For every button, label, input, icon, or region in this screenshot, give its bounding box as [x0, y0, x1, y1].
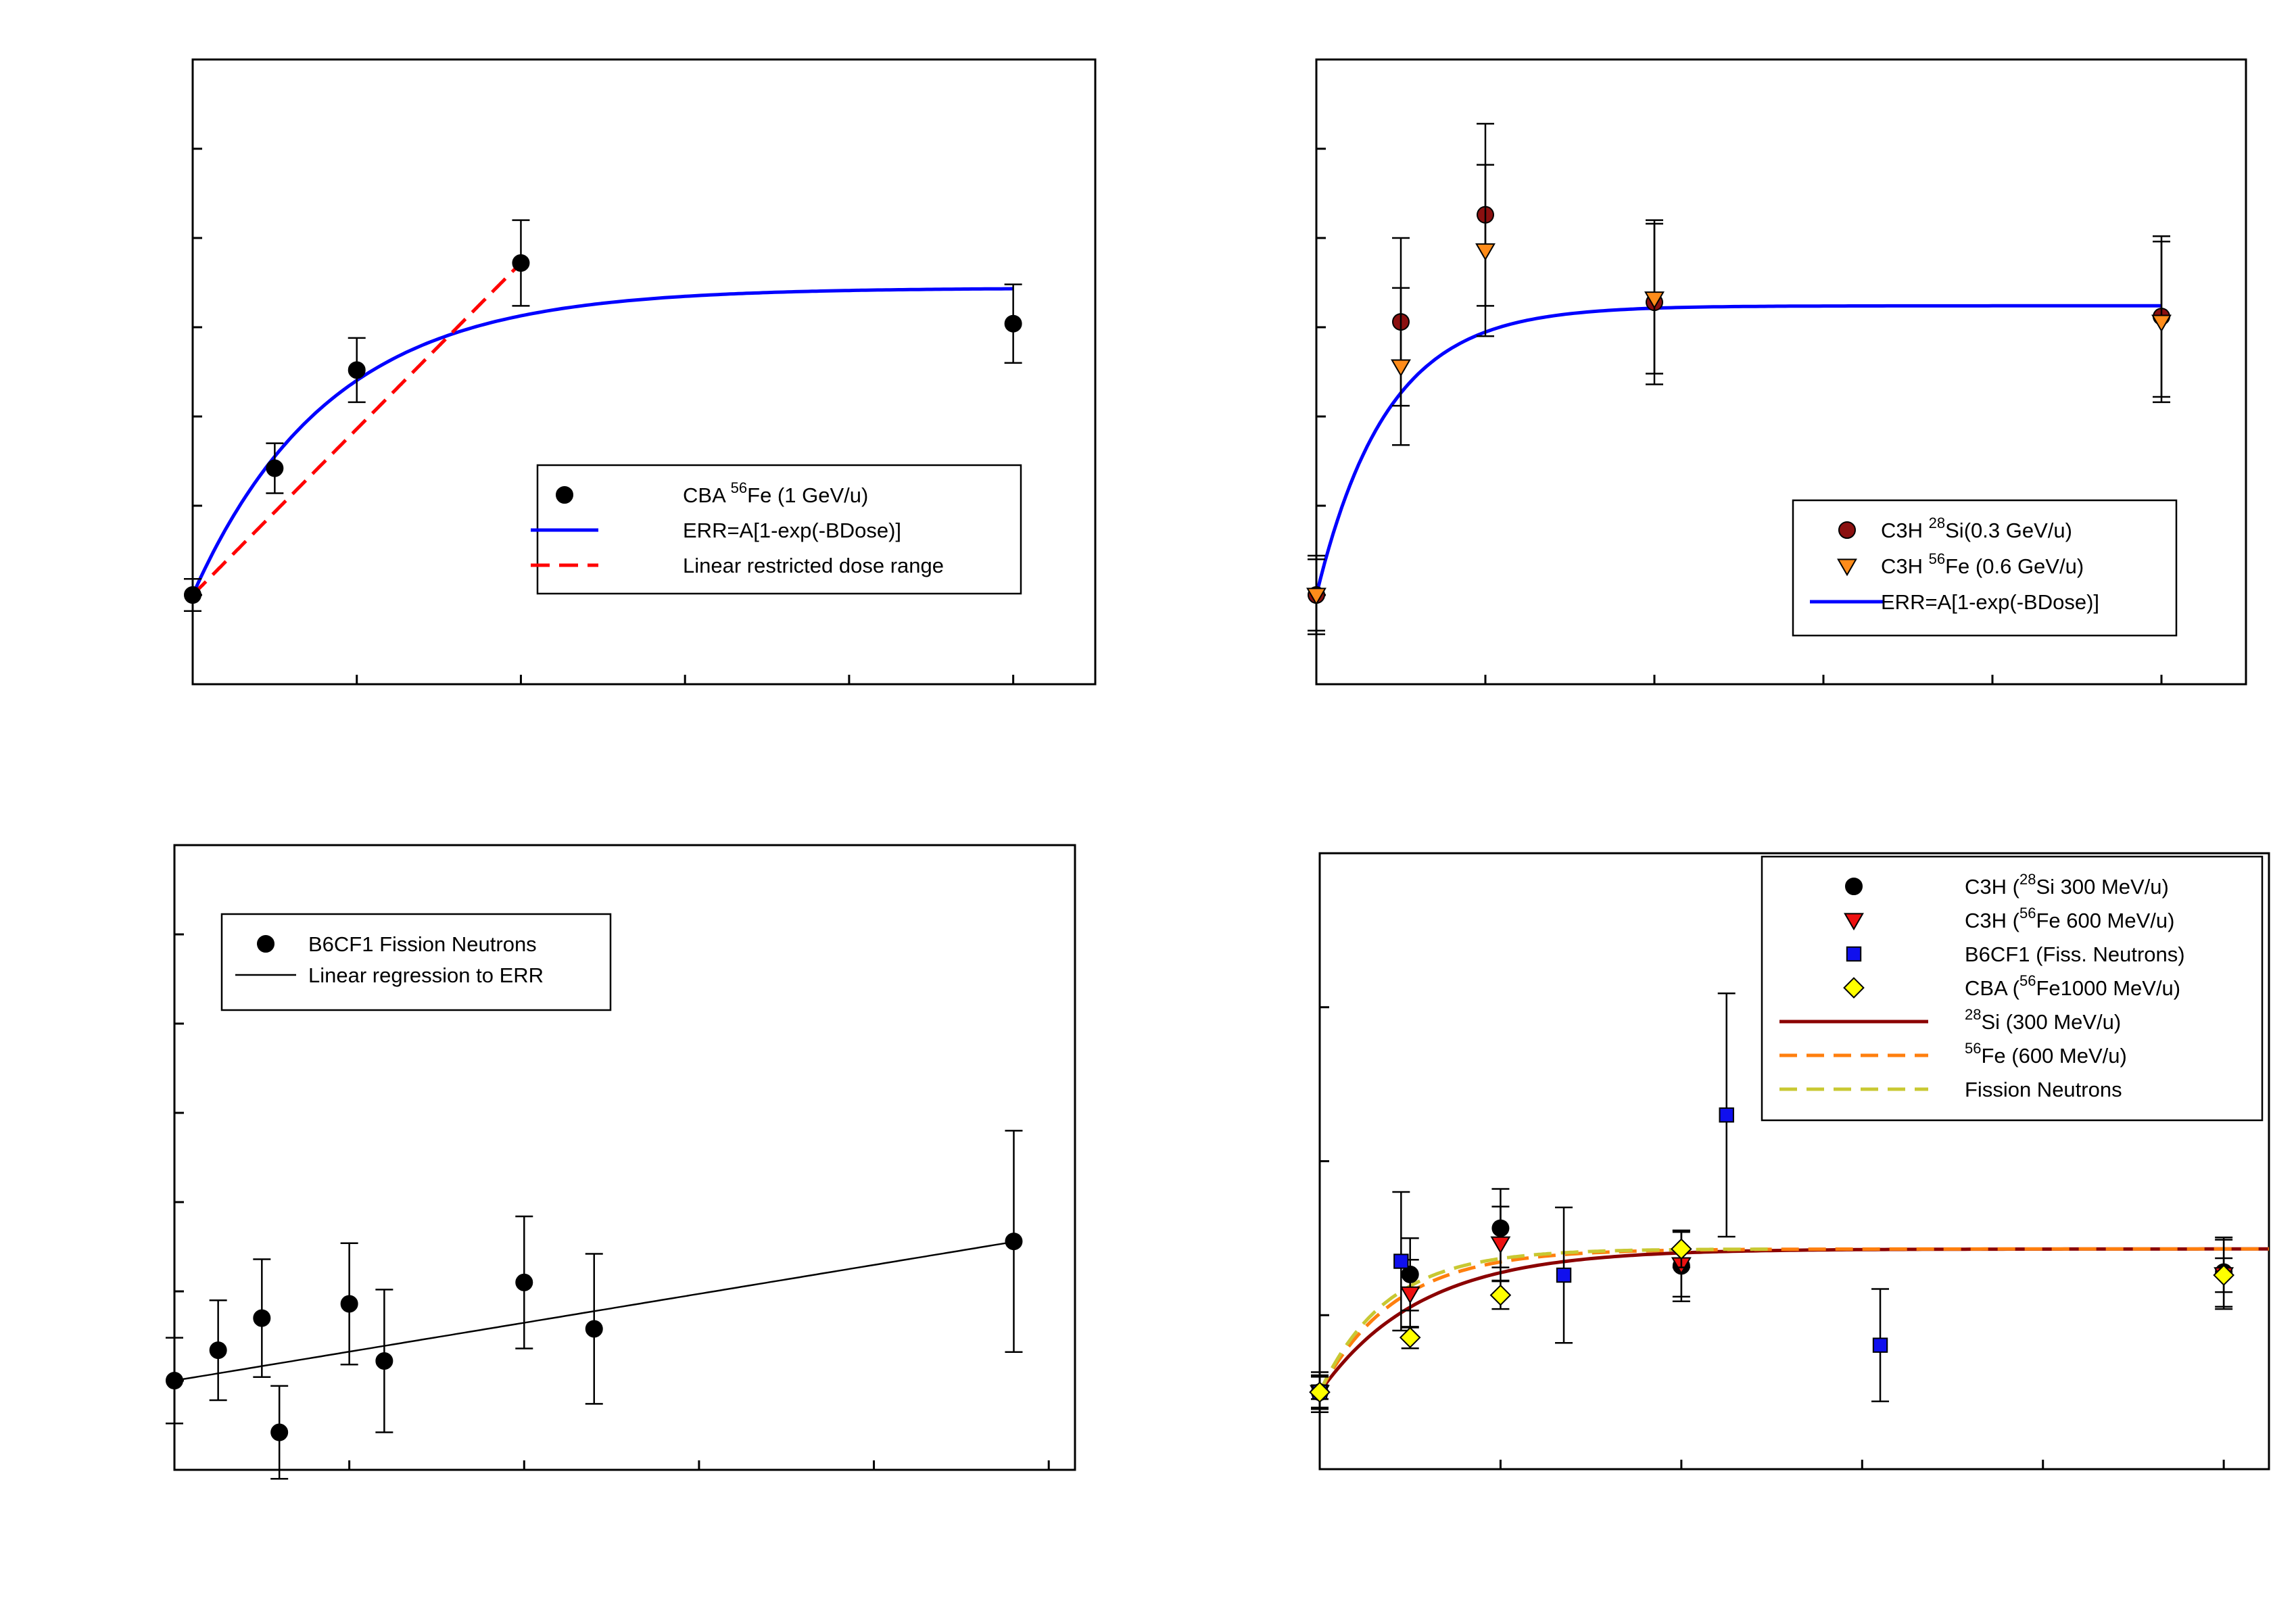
- legend-label: 28Si (300 MeV/u): [1965, 1006, 2121, 1034]
- panel-b: C3H 28Si(0.3 GeV/u) C3H 56Fe (0.6 GeV/u) E…: [1306, 58, 2247, 686]
- legend: C3H 28Si(0.3 GeV/u) C3H 56Fe (0.6 GeV/u) E…: [1792, 499, 2178, 637]
- data-point: [1490, 1236, 1511, 1254]
- legend-label: CBA 56Fe (1 GeV/u): [683, 479, 868, 507]
- data-point: [253, 1309, 271, 1327]
- data-point: [2213, 1264, 2234, 1286]
- legend-marker: [556, 486, 573, 504]
- data-point: [515, 1273, 533, 1291]
- legend-label: ERR=A[1-exp(-BDose)]: [1881, 590, 2099, 614]
- panel-c: B6CF1 Fission Neutrons Linear regression …: [166, 844, 1076, 1480]
- data-point: [1393, 1253, 1409, 1269]
- data-point: [2151, 314, 2172, 333]
- fit-curve: [193, 262, 523, 596]
- legend-label: Fission Neutrons: [1965, 1078, 2122, 1101]
- data-point: [1306, 588, 1326, 606]
- legend-box: [536, 464, 1022, 595]
- legend-marker: [1837, 558, 1857, 577]
- legend-label: C3H 56Fe (0.6 GeV/u): [1881, 550, 2084, 578]
- data-point: [1644, 291, 1665, 309]
- data-point: [1719, 1107, 1734, 1123]
- legend-label: ERR=A[1-exp(-BDose)]: [683, 519, 901, 542]
- data-point: [209, 1341, 227, 1360]
- legend-label: Linear restricted dose range: [683, 554, 944, 577]
- data-point: [1475, 243, 1496, 261]
- panel-a: CBA 56Fe (1 GeV/u) ERR=A[1-exp(-BDose)] Li…: [184, 58, 1097, 686]
- data-point: [1391, 359, 1411, 377]
- legend: C3H (28Si 300 MeV/u) C3H (56Fe 600 MeV/u)…: [1761, 855, 2264, 1122]
- data-point: [166, 1372, 183, 1389]
- fit-curve: [1320, 1247, 1772, 1393]
- legend: B6CF1 Fission Neutrons Linear regression …: [220, 913, 612, 1011]
- panel-d: C3H (28Si 300 MeV/u) C3H (56Fe 600 MeV/u)…: [1309, 852, 2270, 1471]
- legend-label: B6CF1 (Fiss. Neutrons): [1965, 942, 2185, 966]
- data-point: [1005, 1233, 1023, 1251]
- data-point: [348, 361, 366, 379]
- data-point: [266, 459, 284, 477]
- data-point: [1872, 1337, 1888, 1353]
- data-point: [1489, 1284, 1512, 1306]
- legend-marker: [257, 935, 274, 953]
- data-point: [585, 1320, 603, 1338]
- data-point: [1309, 1381, 1331, 1403]
- legend-label: B6CF1 Fission Neutrons: [308, 932, 537, 956]
- legend-marker: [1846, 946, 1862, 962]
- legend: CBA 56Fe (1 GeV/u) ERR=A[1-exp(-BDose)] Li…: [531, 464, 1022, 595]
- fit-curve: [1320, 1247, 2269, 1393]
- data-point: [270, 1423, 289, 1441]
- legend-label: Linear regression to ERR: [308, 963, 544, 987]
- data-point: [512, 254, 530, 272]
- data-point: [1556, 1267, 1572, 1283]
- legend-marker: [1844, 913, 1864, 931]
- data-point: [184, 586, 201, 604]
- plot-frame: [1315, 58, 2247, 686]
- data-point: [340, 1295, 358, 1313]
- data-point: [1004, 314, 1022, 333]
- data-point: [1400, 1286, 1420, 1304]
- plot-frame: [191, 58, 1097, 686]
- legend-label: 56Fe (600 MeV/u): [1965, 1040, 2127, 1068]
- data-point: [375, 1352, 393, 1370]
- fit-curve: [193, 287, 1013, 596]
- data-point: [1399, 1327, 1421, 1349]
- legend-label: C3H (56Fe 600 MeV/u): [1965, 905, 2174, 932]
- legend-label: CBA (56Fe1000 MeV/u): [1965, 972, 2180, 1000]
- data-point: [1671, 1238, 1692, 1260]
- legend-marker: [1843, 977, 1865, 999]
- legend-marker: [1838, 521, 1856, 539]
- legend-label: C3H (28Si 300 MeV/u): [1965, 871, 2169, 899]
- legend-marker: [1845, 878, 1863, 895]
- plot-frame: [173, 844, 1076, 1471]
- fit-curve: [1316, 304, 2161, 596]
- legend-label: C3H 28Si(0.3 GeV/u): [1881, 515, 2072, 542]
- legend-box: [1792, 499, 2178, 637]
- legend-box: [220, 913, 612, 1011]
